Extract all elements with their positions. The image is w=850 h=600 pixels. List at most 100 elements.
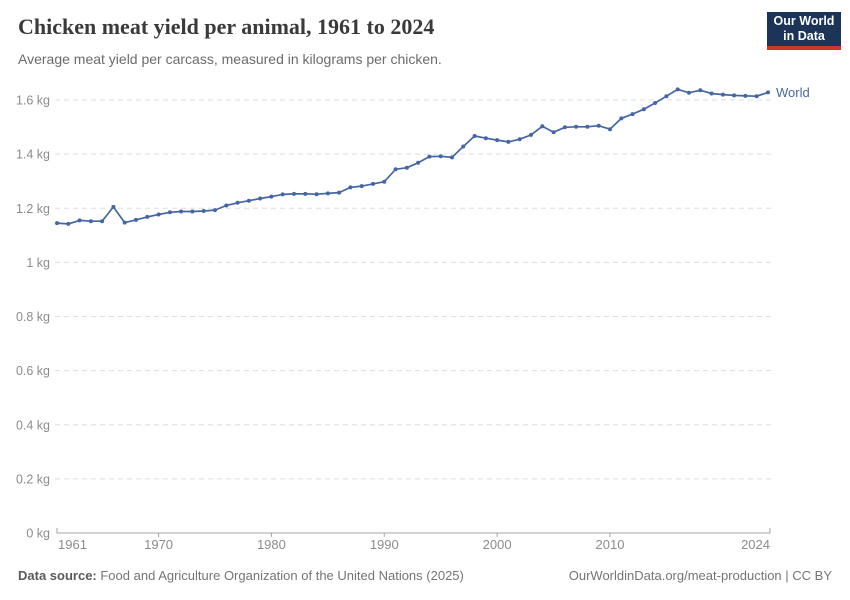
owid-logo[interactable]: Our World in Data xyxy=(767,12,841,50)
data-point[interactable] xyxy=(732,93,737,98)
data-point[interactable] xyxy=(213,208,217,213)
data-point[interactable] xyxy=(596,123,601,128)
series-line[interactable] xyxy=(56,88,769,225)
x-axis xyxy=(56,528,771,537)
y-tick-label: 1.2 kg xyxy=(16,202,50,216)
data-point[interactable] xyxy=(292,191,296,196)
data-point[interactable] xyxy=(653,101,658,105)
data-point[interactable] xyxy=(438,154,443,159)
data-point[interactable] xyxy=(134,217,138,222)
data-point[interactable] xyxy=(246,198,251,203)
data-point[interactable] xyxy=(574,124,579,129)
data-point[interactable] xyxy=(675,87,680,92)
data-point[interactable] xyxy=(754,94,759,99)
data-source-text: Data source: Food and Agriculture Organi… xyxy=(18,568,464,584)
data-point[interactable] xyxy=(111,204,116,209)
data-point[interactable] xyxy=(743,93,748,98)
data-source-value: Food and Agriculture Organization of the… xyxy=(96,568,464,583)
data-point[interactable] xyxy=(641,107,646,112)
x-axis-line xyxy=(56,528,771,534)
data-point[interactable] xyxy=(122,220,127,225)
y-axis-labels: 0 kg 0.2 kg 0.4 kg 0.6 kg 0.8 kg 1 kg 1.2 kg 1.… xyxy=(16,94,50,541)
x-tick-label: 2024 xyxy=(741,537,770,552)
data-point[interactable] xyxy=(190,209,195,214)
data-point[interactable] xyxy=(348,185,353,190)
page-title: Chicken meat yield per animal, 1961 to 2… xyxy=(18,14,435,39)
x-tick-label: 1961 xyxy=(58,537,87,552)
data-point[interactable] xyxy=(562,125,567,130)
data-point[interactable] xyxy=(404,165,409,170)
data-point[interactable] xyxy=(687,90,691,95)
data-point[interactable] xyxy=(258,196,263,201)
data-point[interactable] xyxy=(450,155,454,160)
data-point[interactable] xyxy=(224,203,229,208)
data-point[interactable] xyxy=(483,136,488,141)
y-tick-label: 1.6 kg xyxy=(16,94,50,108)
y-tick-label: 0.4 kg xyxy=(16,418,50,432)
chart-footer: Data source: Food and Agriculture Organi… xyxy=(18,568,832,584)
data-point[interactable] xyxy=(337,190,342,195)
data-point[interactable] xyxy=(77,218,82,223)
data-point[interactable] xyxy=(66,221,71,226)
data-point[interactable] xyxy=(325,191,330,196)
series-end-label[interactable]: World xyxy=(776,85,810,100)
data-point[interactable] xyxy=(359,184,364,189)
page-subtitle: Average meat yield per carcass, measured… xyxy=(18,51,442,67)
data-point[interactable] xyxy=(314,192,319,197)
data-point[interactable] xyxy=(664,94,669,99)
x-tick-label: 1990 xyxy=(370,537,399,552)
x-tick-label: 1980 xyxy=(257,537,286,552)
y-tick-label: 1.4 kg xyxy=(16,148,50,162)
data-point[interactable] xyxy=(619,116,624,121)
data-point[interactable] xyxy=(551,130,556,135)
x-tick-label: 2000 xyxy=(483,537,512,552)
data-point[interactable] xyxy=(303,191,308,196)
data-point[interactable] xyxy=(382,179,387,184)
data-point[interactable] xyxy=(393,167,398,172)
data-point[interactable] xyxy=(529,132,533,137)
data-point[interactable] xyxy=(495,138,500,143)
y-tick-label: 0.2 kg xyxy=(16,472,50,486)
data-point[interactable] xyxy=(608,127,612,132)
data-point[interactable] xyxy=(709,91,714,96)
x-tick-label: 2010 xyxy=(596,537,625,552)
data-point[interactable] xyxy=(506,139,511,144)
data-point[interactable] xyxy=(201,209,206,213)
data-point[interactable] xyxy=(517,137,522,142)
data-point[interactable] xyxy=(156,212,161,217)
data-point[interactable] xyxy=(55,221,59,226)
data-point[interactable] xyxy=(100,219,105,224)
data-point[interactable] xyxy=(630,112,635,117)
data-point[interactable] xyxy=(698,88,703,93)
data-point[interactable] xyxy=(720,92,725,97)
data-point[interactable] xyxy=(416,160,421,165)
y-tick-label: 0.8 kg xyxy=(16,310,50,324)
data-point[interactable] xyxy=(766,90,770,95)
data-source-label: Data source: xyxy=(18,568,97,583)
data-point[interactable] xyxy=(167,210,172,215)
data-point[interactable] xyxy=(235,200,240,205)
series-world: World xyxy=(55,85,810,226)
data-point[interactable] xyxy=(540,124,545,129)
x-axis-labels: 1961 1970 1980 1990 2000 2010 2024 xyxy=(58,537,770,552)
data-point[interactable] xyxy=(427,154,432,159)
data-point[interactable] xyxy=(88,219,93,224)
data-point[interactable] xyxy=(461,144,466,149)
data-point[interactable] xyxy=(145,214,150,219)
data-point[interactable] xyxy=(472,134,477,138)
owid-logo-line2: in Data xyxy=(783,29,825,43)
owid-logo-line1: Our World xyxy=(773,14,835,28)
y-tick-label: 0.6 kg xyxy=(16,364,50,378)
data-point[interactable] xyxy=(179,209,184,214)
license-link[interactable]: OurWorldinData.org/meat-production | CC … xyxy=(568,568,832,583)
data-point[interactable] xyxy=(269,194,274,199)
y-gridlines xyxy=(55,99,772,480)
x-tick-label: 1970 xyxy=(144,537,173,552)
data-point[interactable] xyxy=(585,124,590,129)
data-point[interactable] xyxy=(371,181,375,186)
data-point[interactable] xyxy=(280,192,285,197)
y-tick-label: 1 kg xyxy=(26,256,50,270)
y-tick-label: 0 kg xyxy=(26,527,50,541)
